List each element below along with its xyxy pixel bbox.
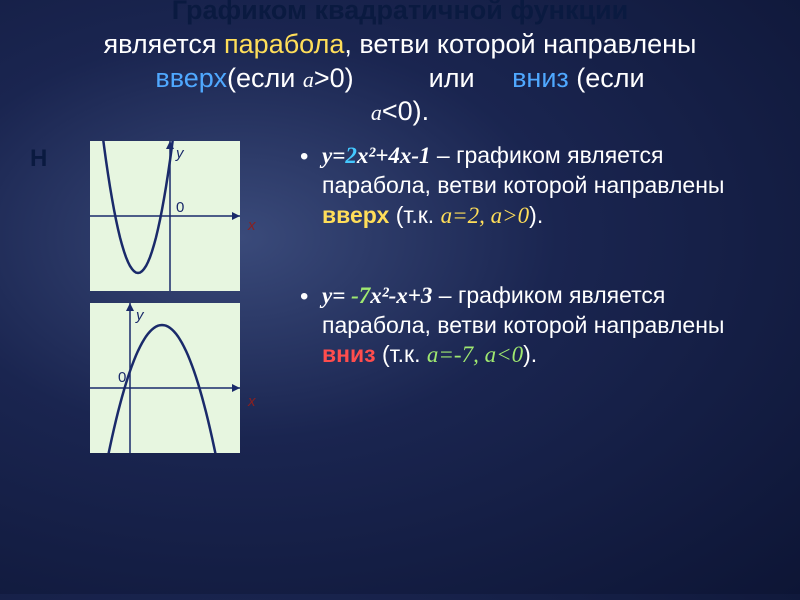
right-column: y=2x²+4x-1 – графиком является парабола,…: [290, 141, 770, 465]
b1-txt-b: (т.к.: [389, 202, 440, 228]
bullet-1: y=2x²+4x-1 – графиком является парабола,…: [300, 141, 770, 231]
b1-txt-c: ).: [529, 202, 543, 228]
slide: Графиком квадратичной функции является п…: [0, 0, 800, 594]
title-if2: (если: [576, 63, 644, 93]
label-y-up: у: [176, 145, 184, 162]
b2-txt-b: (т.к.: [376, 341, 427, 367]
graph-up-svg: [90, 141, 240, 291]
b1-cond-b: a>0: [491, 203, 530, 228]
title-down: вниз: [512, 63, 576, 93]
title-block: Графиком квадратичной функции является п…: [30, 0, 770, 129]
x-axis-arrow: [232, 384, 240, 392]
graph-up: у 0 х: [90, 141, 240, 291]
title-or: или: [429, 63, 475, 93]
eq1-coef: 2: [345, 143, 357, 168]
eq1-a: y=: [322, 143, 345, 168]
b2-txt-c: ).: [523, 341, 537, 367]
label-y-down: у: [136, 307, 144, 324]
b2-sep: ,: [473, 342, 485, 367]
b1-dir: вверх: [322, 202, 389, 228]
graph-down-svg: [90, 303, 240, 453]
y-axis-arrow: [126, 303, 134, 311]
title-rest2: , ветви которой направлены: [344, 29, 696, 59]
bullet-2: y= -7x²-x+3 – графиком является парабола…: [300, 281, 770, 371]
b1-cond-a: a=2: [441, 203, 480, 228]
left-column: Н у 0 х: [30, 141, 290, 465]
title-parabola: парабола: [224, 29, 344, 59]
eq2-b: x²-x+3: [370, 283, 432, 308]
x-axis-arrow: [232, 212, 240, 220]
graph-down: у 0 х: [90, 303, 240, 453]
title-up: вверх: [155, 63, 227, 93]
title-a2: a: [371, 100, 382, 125]
b2-dir: вниз: [322, 341, 376, 367]
parabola-down: [102, 325, 224, 453]
title-is: является: [104, 29, 225, 59]
label-x-up: х: [248, 217, 256, 234]
title-a1: a: [303, 67, 314, 92]
eq2-coef: -7: [351, 283, 370, 308]
body: Н у 0 х: [30, 141, 770, 465]
eq1-b: x²+4x-1: [357, 143, 431, 168]
title-lt0: <0).: [382, 96, 429, 126]
b1-sep: ,: [479, 203, 491, 228]
title-rest1: квадратичной функции: [307, 0, 628, 25]
b2-cond-b: a<0: [485, 342, 524, 367]
b2-cond-a: a=-7: [427, 342, 473, 367]
eq2-a: y=: [322, 283, 351, 308]
example-label: Н: [30, 145, 47, 173]
parabola-up: [98, 141, 178, 273]
label-x-down: х: [248, 393, 256, 410]
title-if1: (если: [227, 63, 303, 93]
title-gt0: >0): [314, 63, 354, 93]
bullet-list: y=2x²+4x-1 – графиком является парабола,…: [300, 141, 770, 370]
title-word-graph: Графиком: [172, 0, 307, 25]
label-0-up: 0: [176, 199, 184, 216]
label-0-down: 0: [118, 369, 126, 386]
